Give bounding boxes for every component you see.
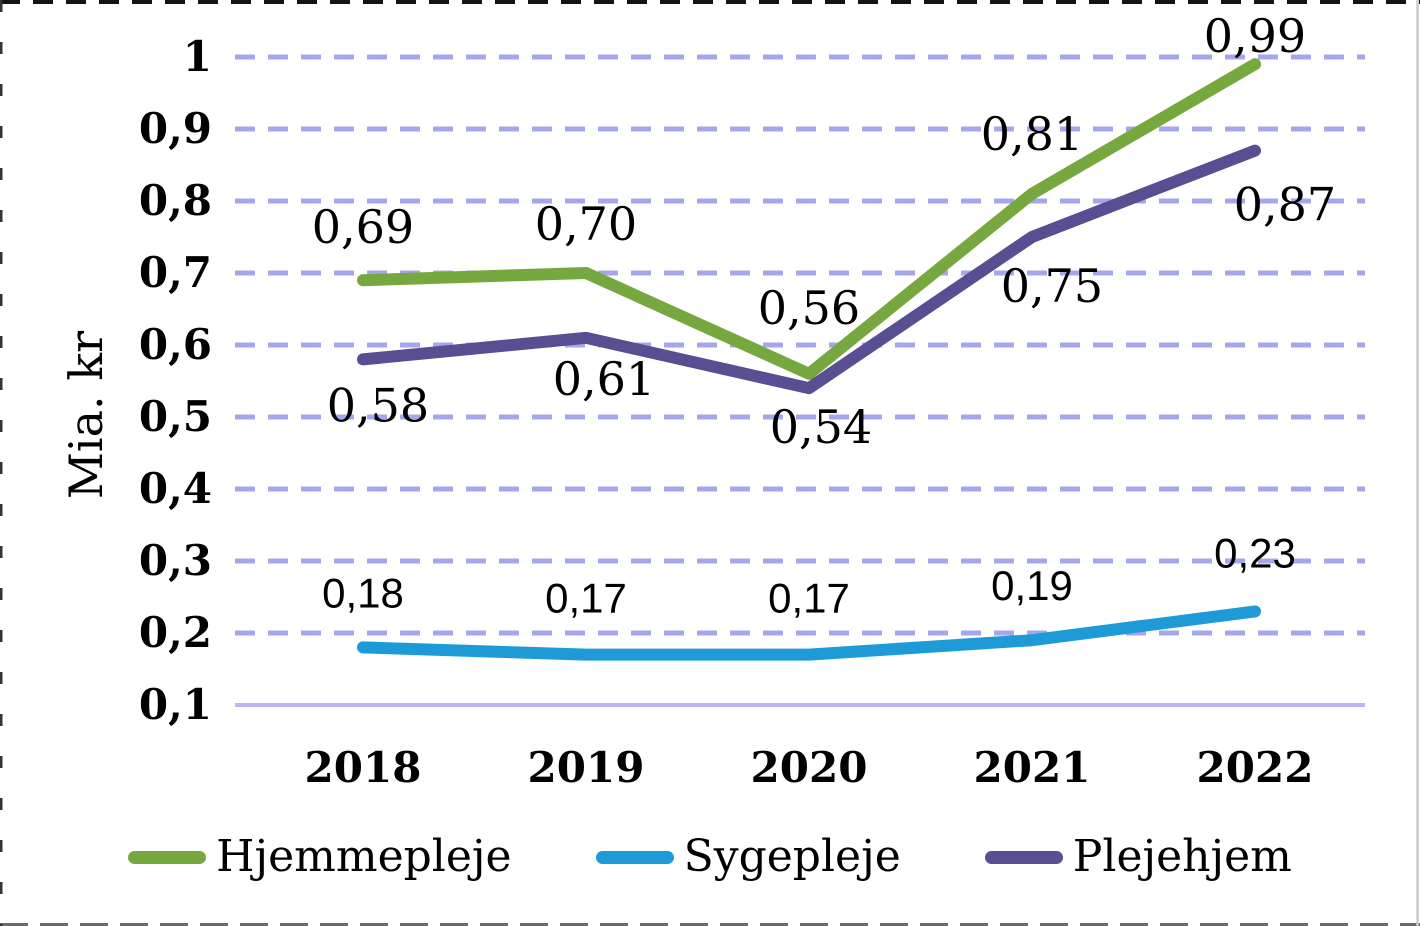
- y-tick-label: 0,5: [139, 392, 212, 441]
- series-line-sygepleje: [357, 605, 1261, 661]
- legend-swatch-icon: [984, 850, 1063, 864]
- y-tick-label: 0,2: [139, 608, 212, 657]
- legend-item-sygepleje: Sygepleje: [595, 831, 901, 882]
- legend-swatch-icon: [595, 850, 674, 864]
- data-label-sygepleje: 0,17: [545, 575, 627, 622]
- data-label-plejehjem: 0,58: [327, 378, 429, 432]
- y-tick-label: 0,8: [139, 176, 212, 225]
- data-label-plejehjem: 0,54: [770, 400, 872, 454]
- x-axis-label: 2022: [1197, 743, 1314, 792]
- legend-swatch-icon: [128, 850, 207, 864]
- data-label-plejehjem: 0,75: [1001, 259, 1103, 313]
- y-tick-label: 0,3: [139, 536, 212, 585]
- legend: Hjemmepleje Sygepleje Plejehjem: [0, 822, 1420, 892]
- y-tick-label: 1: [183, 32, 212, 81]
- y-axis-title: Mia. kr: [59, 330, 113, 500]
- x-axis-label: 2021: [974, 743, 1091, 792]
- series-sygepleje: 0,18 0,17 0,17 0,19 0,23: [322, 529, 1296, 661]
- y-axis-tick-labels: 1 0,9 0,8 0,7 0,6 0,5 0,4 0,3 0,2 0,1: [139, 32, 212, 729]
- x-axis-labels: 2018 2019 2020 2021 2022: [305, 743, 1314, 792]
- legend-label: Sygepleje: [683, 831, 901, 882]
- x-axis-label: 2020: [751, 743, 868, 792]
- series-line-hjemmepleje: [357, 58, 1261, 380]
- y-tick-label: 0,4: [139, 464, 212, 513]
- x-axis-label: 2018: [305, 743, 422, 792]
- data-label-hjemmepleje: 0,81: [981, 107, 1083, 161]
- series-plejehjem: 0,58 0,61 0,54 0,75 0,87: [327, 144, 1336, 454]
- data-label-plejehjem: 0,87: [1234, 178, 1336, 232]
- data-label-hjemmepleje: 0,70: [535, 197, 637, 251]
- legend-label: Plejehjem: [1072, 831, 1292, 882]
- series-hjemmepleje: 0,69 0,70 0,56 0,81 0,99: [312, 9, 1306, 380]
- data-label-sygepleje: 0,23: [1214, 529, 1296, 576]
- y-tick-label: 0,1: [139, 680, 212, 729]
- y-tick-label: 0,7: [139, 248, 212, 297]
- data-label-sygepleje: 0,18: [322, 569, 404, 616]
- x-axis-label: 2019: [528, 743, 645, 792]
- series-line-plejehjem: [357, 144, 1261, 395]
- data-label-sygepleje: 0,19: [991, 562, 1073, 609]
- legend-item-hjemmepleje: Hjemmepleje: [128, 835, 512, 879]
- y-tick-label: 0,6: [139, 320, 212, 369]
- data-label-hjemmepleje: 0,56: [758, 281, 860, 335]
- data-label-hjemmepleje: 0,69: [312, 200, 414, 254]
- data-label-sygepleje: 0,17: [768, 575, 850, 622]
- gridlines: [235, 54, 1365, 707]
- y-tick-label: 0,9: [139, 104, 212, 153]
- legend-label: Hjemmepleje: [216, 831, 512, 882]
- data-label-hjemmepleje: 0,99: [1204, 9, 1306, 63]
- data-label-plejehjem: 0,61: [553, 352, 655, 406]
- legend-item-plejehjem: Plejehjem: [984, 831, 1292, 882]
